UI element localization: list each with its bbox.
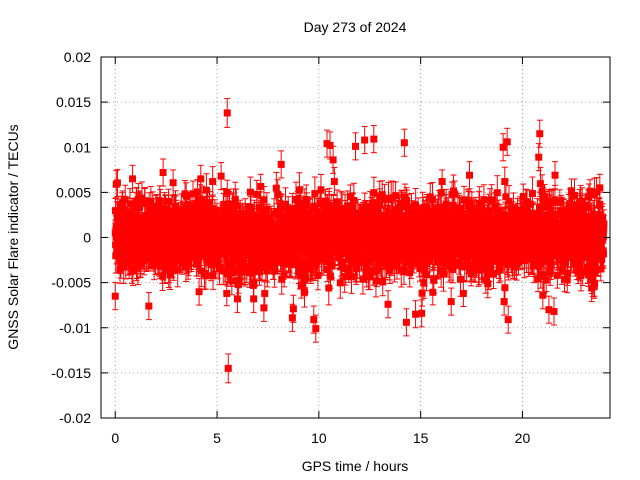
data-marker xyxy=(261,290,268,297)
data-marker xyxy=(273,185,280,192)
data-marker xyxy=(147,198,154,205)
data-marker xyxy=(263,206,270,213)
data-marker xyxy=(233,202,240,209)
data-marker xyxy=(247,204,254,211)
data-marker xyxy=(209,178,216,185)
data-marker xyxy=(170,179,177,186)
data-marker xyxy=(232,196,239,203)
data-marker xyxy=(223,290,230,297)
data-marker xyxy=(228,277,235,284)
